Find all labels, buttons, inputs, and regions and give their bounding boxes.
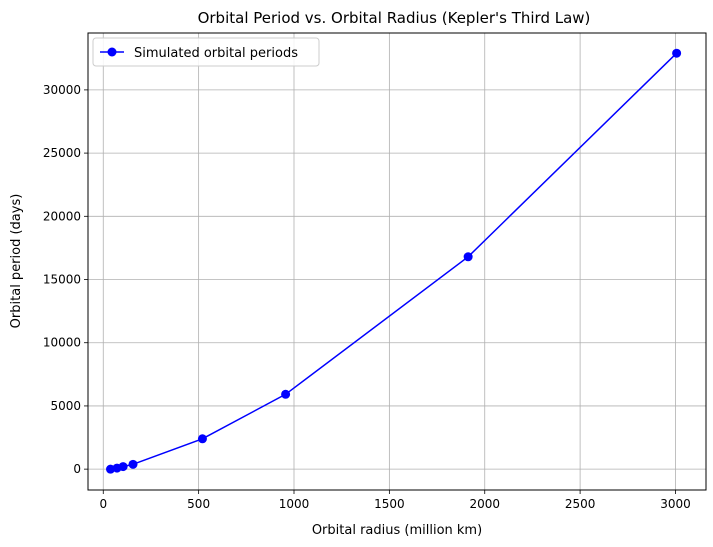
data-point (672, 48, 682, 58)
x-tick-label: 500 (187, 497, 210, 511)
x-tick-label: 3000 (660, 497, 691, 511)
x-tick-label: 1000 (279, 497, 310, 511)
plot-frame (87, 32, 707, 491)
x-tick-label: 2500 (565, 497, 596, 511)
legend-box (92, 37, 320, 67)
data-point (128, 459, 138, 469)
legend: Simulated orbital periods (92, 37, 320, 67)
x-axis-label: Orbital radius (million km) (312, 523, 482, 538)
data-point (463, 252, 473, 262)
grid (88, 33, 706, 490)
x-tick-label: 2000 (469, 497, 500, 511)
legend-marker (107, 47, 117, 57)
y-tick-label: 25000 (43, 146, 81, 160)
y-tick-label: 10000 (43, 336, 81, 350)
y-tick-label: 15000 (43, 273, 81, 287)
y-tick-label: 0 (73, 462, 81, 476)
y-tick-label: 20000 (43, 209, 81, 223)
data-point (281, 389, 291, 399)
legend-label: Simulated orbital periods (134, 46, 298, 61)
x-tick-label: 1500 (374, 497, 405, 511)
data-point (118, 462, 128, 472)
chart-title: Orbital Period vs. Orbital Radius (Keple… (198, 9, 591, 27)
y-axis-label: Orbital period (days) (9, 194, 24, 329)
y-tick-label: 30000 (43, 83, 81, 97)
x-tick-label: 0 (99, 497, 107, 511)
series-layer (106, 48, 682, 474)
y-tick-label: 5000 (50, 399, 81, 413)
axis-ticks: 0 500 1000 1500 2000 2500 30000500010000150002… (43, 83, 691, 511)
series-line (110, 52, 678, 470)
data-point (197, 434, 207, 444)
